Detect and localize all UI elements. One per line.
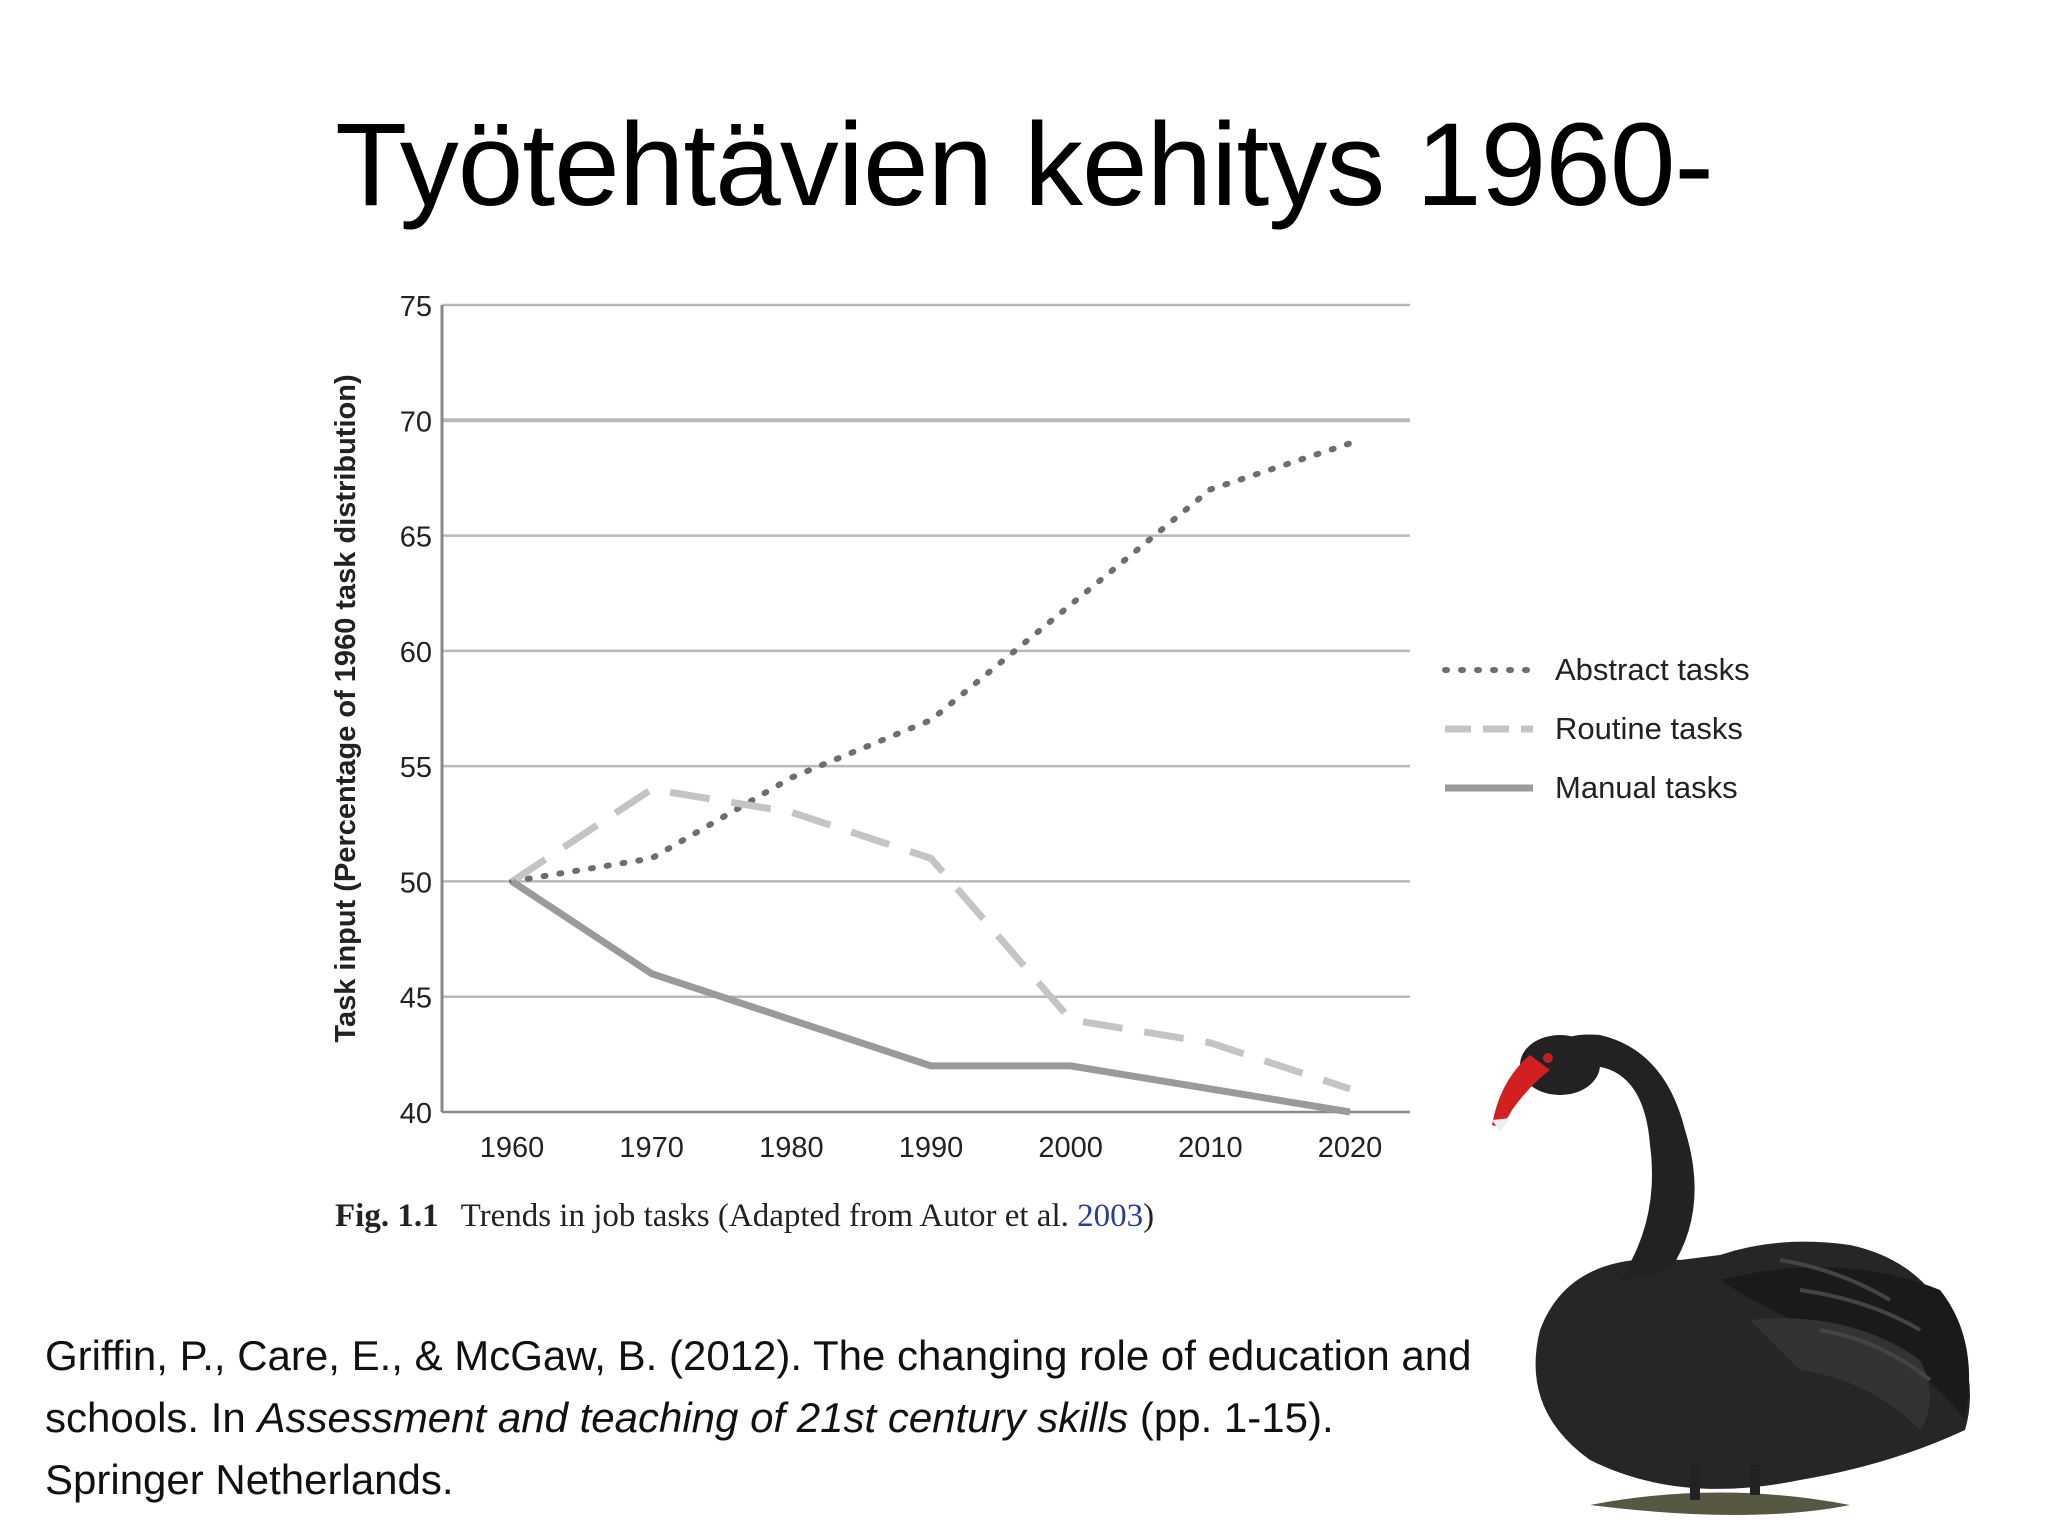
legend-label: Manual tasks — [1555, 770, 1738, 805]
x-tick-label: 1960 — [480, 1132, 545, 1164]
caption-reference-link[interactable]: 2003 — [1077, 1198, 1144, 1234]
y-axis-label: Task input (Percentage of 1960 task dist… — [330, 374, 362, 1042]
y-tick-label: 50 — [400, 867, 432, 899]
legend-label: Abstract tasks — [1555, 652, 1750, 687]
caption-text: Trends in job tasks (Adapted from Autor … — [460, 1198, 1078, 1234]
job-tasks-chart: 40 45 50 55 60 65 70 75 1960 1970 1980 1990 2000 2010… — [330, 291, 1750, 1164]
y-tick-label: 70 — [400, 406, 432, 438]
series-line-routine-tasks — [510, 785, 1352, 1093]
figure-caption: Fig. 1.1 Trends in job tasks (Adapted fro… — [335, 1198, 1154, 1235]
x-tick-label: 1990 — [899, 1132, 964, 1164]
x-tick-label: 1980 — [759, 1132, 824, 1164]
x-tick-label: 2010 — [1178, 1132, 1243, 1164]
series-line-abstract-tasks — [509, 440, 1353, 885]
x-tick-label: 1970 — [619, 1132, 684, 1164]
citation-authors: Griffin, P., Care, E., & McGaw, B. (2012… — [45, 1332, 1472, 1441]
citation: Griffin, P., Care, E., & McGaw, B. (2012… — [45, 1325, 1475, 1511]
legend-label: Routine tasks — [1555, 711, 1743, 746]
black-swan-icon — [1492, 1034, 1970, 1515]
x-tick-label: 2020 — [1318, 1132, 1383, 1164]
y-tick-label: 40 — [400, 1098, 432, 1130]
slide-title: Työtehtävien kehitys 1960- — [335, 99, 1714, 231]
figure-label: Fig. 1.1 — [335, 1198, 439, 1234]
caption-close: ) — [1143, 1198, 1155, 1234]
y-tick-label: 75 — [400, 291, 432, 323]
y-tick-label: 55 — [400, 752, 432, 784]
y-tick-label: 65 — [400, 522, 432, 554]
x-tick-label: 2000 — [1038, 1132, 1103, 1164]
y-tick-label: 60 — [400, 637, 432, 669]
y-tick-label: 45 — [400, 983, 432, 1015]
citation-book-title: Assessment and teaching of 21st century … — [257, 1394, 1129, 1441]
citation-publisher: (pp. 1-15). Springer Netherlands. — [45, 1394, 1334, 1503]
